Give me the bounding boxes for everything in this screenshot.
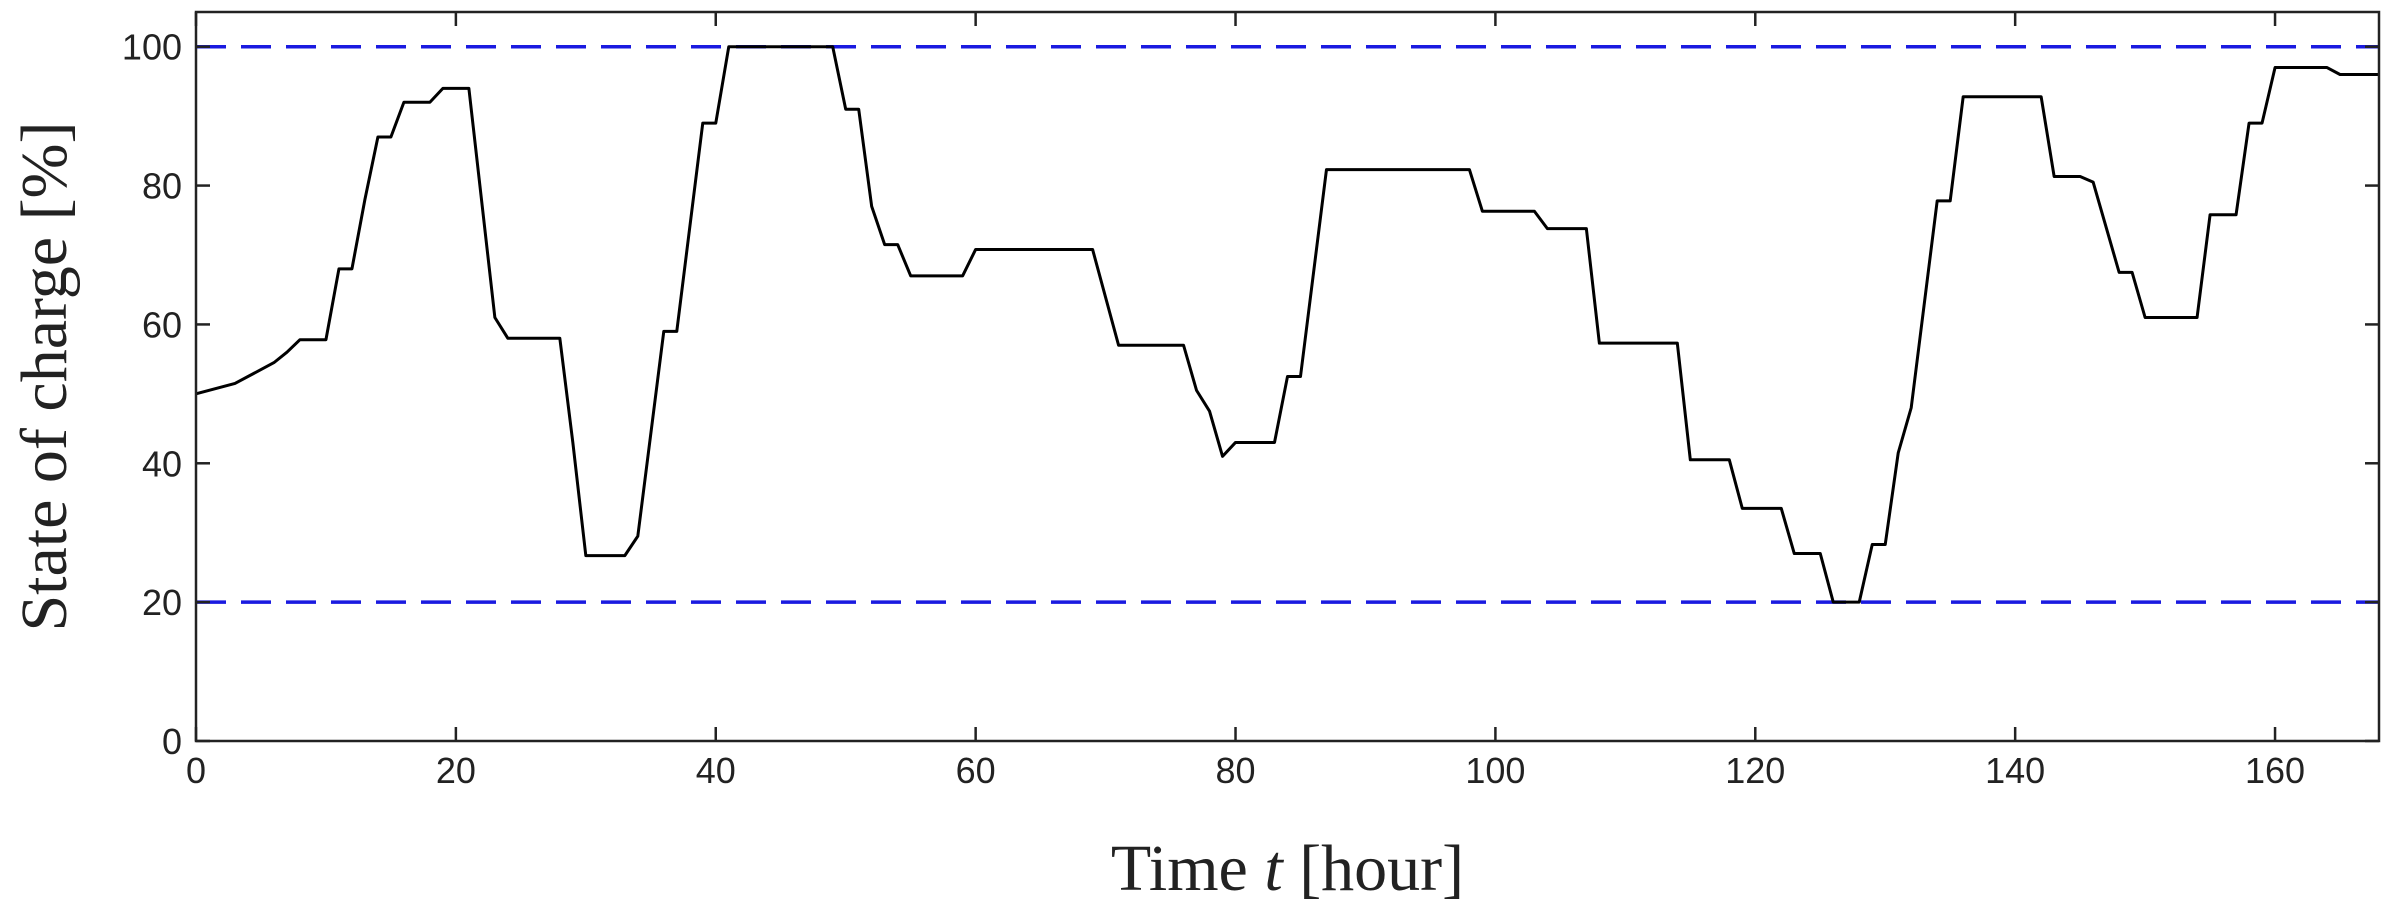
x-tick-label-60: 60: [956, 750, 996, 791]
x-tick-label-0: 0: [186, 750, 206, 791]
y-tick-label-100: 100: [122, 27, 182, 68]
y-tick-label-40: 40: [142, 443, 182, 484]
y-axis-title: State of charge [%]: [8, 121, 81, 631]
x-tick-label-140: 140: [1985, 750, 2045, 791]
axis-ticks: [194, 12, 2379, 743]
series-line-1: [195, 45, 2379, 604]
y-tick-label-80: 80: [142, 166, 182, 207]
y-tick-label-20: 20: [142, 582, 182, 623]
limit-lines: [196, 44, 2379, 604]
plot-frame: [194, 10, 2381, 743]
series-layer: [195, 45, 2379, 604]
x-axis-title-suffix: [hour]: [1283, 832, 1464, 905]
x-tick-label-100: 100: [1465, 750, 1525, 791]
x-tick-label-20: 20: [436, 750, 476, 791]
x-axis-title-prefix: Time: [1111, 832, 1264, 905]
x-tick-label-120: 120: [1725, 750, 1785, 791]
y-tick-label-60: 60: [142, 304, 182, 345]
tick-labels: 0 20 40 60 80 100 120 140 160 0 20 40 60 80 100: [122, 27, 2305, 791]
x-axis-title-variable: t: [1264, 832, 1284, 905]
x-tick-label-160: 160: [2245, 750, 2305, 791]
x-tick-label-40: 40: [696, 750, 736, 791]
y-tick-label-0: 0: [162, 721, 182, 762]
x-tick-label-80: 80: [1216, 750, 1256, 791]
x-axis-title: Time t [hour]: [1111, 832, 1464, 905]
